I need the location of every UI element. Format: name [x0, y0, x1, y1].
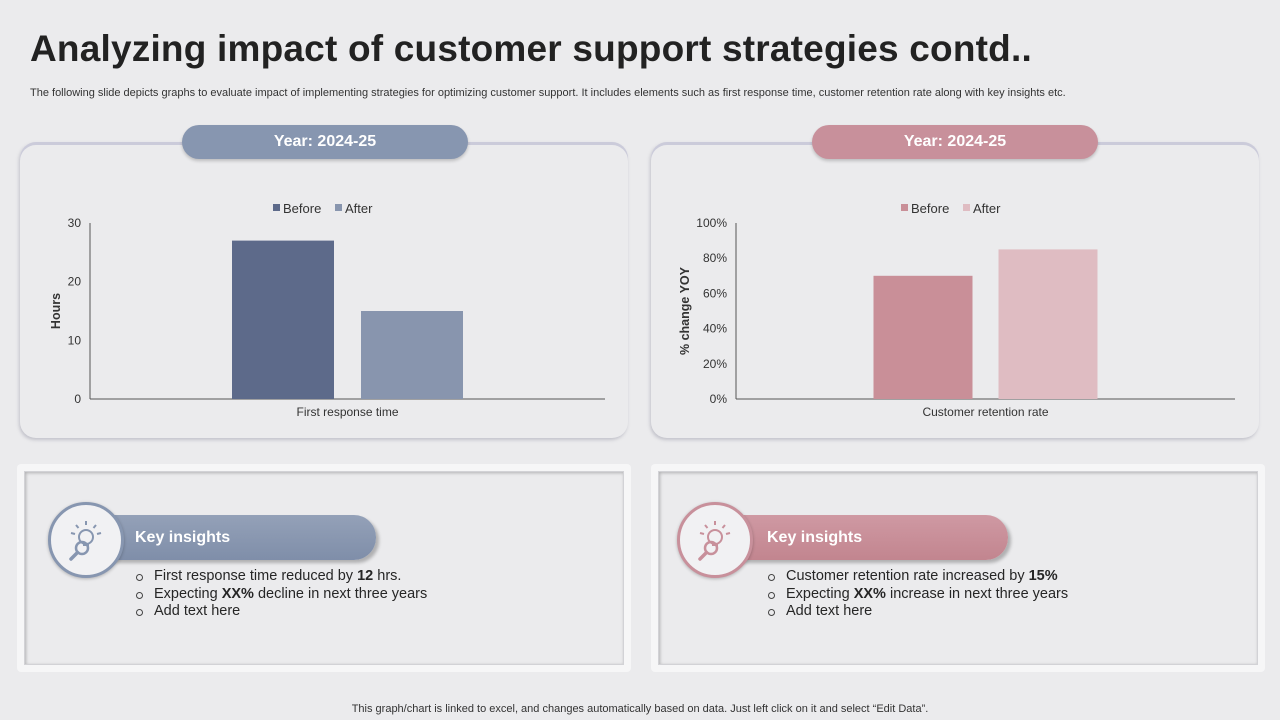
- key-insights-heading-right: Key insights: [722, 515, 1008, 560]
- bar-before: [232, 240, 334, 399]
- page-title: Analyzing impact of customer support str…: [30, 28, 1032, 69]
- y-tick-label: 20%: [703, 357, 727, 371]
- bar-after: [998, 249, 1098, 399]
- insight-item: Add text here: [768, 603, 1068, 621]
- y-tick-label: 80%: [703, 251, 727, 265]
- y-tick-label: 20: [68, 275, 82, 289]
- bar-before: [873, 275, 973, 399]
- y-axis-label: Hours: [49, 293, 63, 329]
- y-tick-label: 40%: [703, 322, 727, 336]
- y-axis-label: % change YOY: [678, 266, 692, 355]
- legend-label: After: [973, 201, 1001, 216]
- legend-label: After: [345, 201, 373, 216]
- legend-label: Before: [911, 201, 949, 216]
- bar-after: [361, 311, 463, 399]
- insight-item: Expecting XX% increase in next three yea…: [768, 586, 1068, 604]
- page-subtitle: The following slide depicts graphs to ev…: [30, 87, 1066, 99]
- idea-magnifier-icon: [677, 502, 753, 578]
- idea-magnifier-icon: [48, 502, 124, 578]
- legend-swatch-before: [901, 204, 908, 211]
- x-category-label: Customer retention rate: [922, 405, 1048, 419]
- insight-item: Customer retention rate increased by 15%: [768, 568, 1068, 586]
- insight-panel-left: [17, 464, 631, 672]
- year-label-left: Year: 2024-25: [182, 125, 468, 159]
- footer-note: This graph/chart is linked to excel, and…: [351, 703, 929, 715]
- insight-item: Expecting XX% decline in next three year…: [136, 586, 427, 604]
- insight-item: First response time reduced by 12 hrs.: [136, 568, 427, 586]
- key-insights-heading-left: Key insights: [90, 515, 376, 560]
- insights-list-right: Customer retention rate increased by 15%…: [768, 568, 1068, 621]
- y-tick-label: 60%: [703, 286, 727, 300]
- y-tick-label: 30: [68, 216, 82, 230]
- insights-list-left: First response time reduced by 12 hrs. E…: [136, 568, 427, 621]
- legend-swatch-after: [335, 204, 342, 211]
- y-tick-label: 0%: [710, 392, 728, 406]
- legend-label: Before: [283, 201, 321, 216]
- legend-swatch-after: [963, 204, 970, 211]
- insight-item: Add text here: [136, 603, 427, 621]
- insight-panel-right: [651, 464, 1265, 672]
- y-tick-label: 10: [68, 333, 82, 347]
- legend-swatch-before: [273, 204, 280, 211]
- y-tick-label: 100%: [696, 216, 727, 230]
- year-label-right: Year: 2024-25: [812, 125, 1098, 159]
- y-tick-label: 0: [74, 392, 81, 406]
- x-category-label: First response time: [296, 405, 398, 419]
